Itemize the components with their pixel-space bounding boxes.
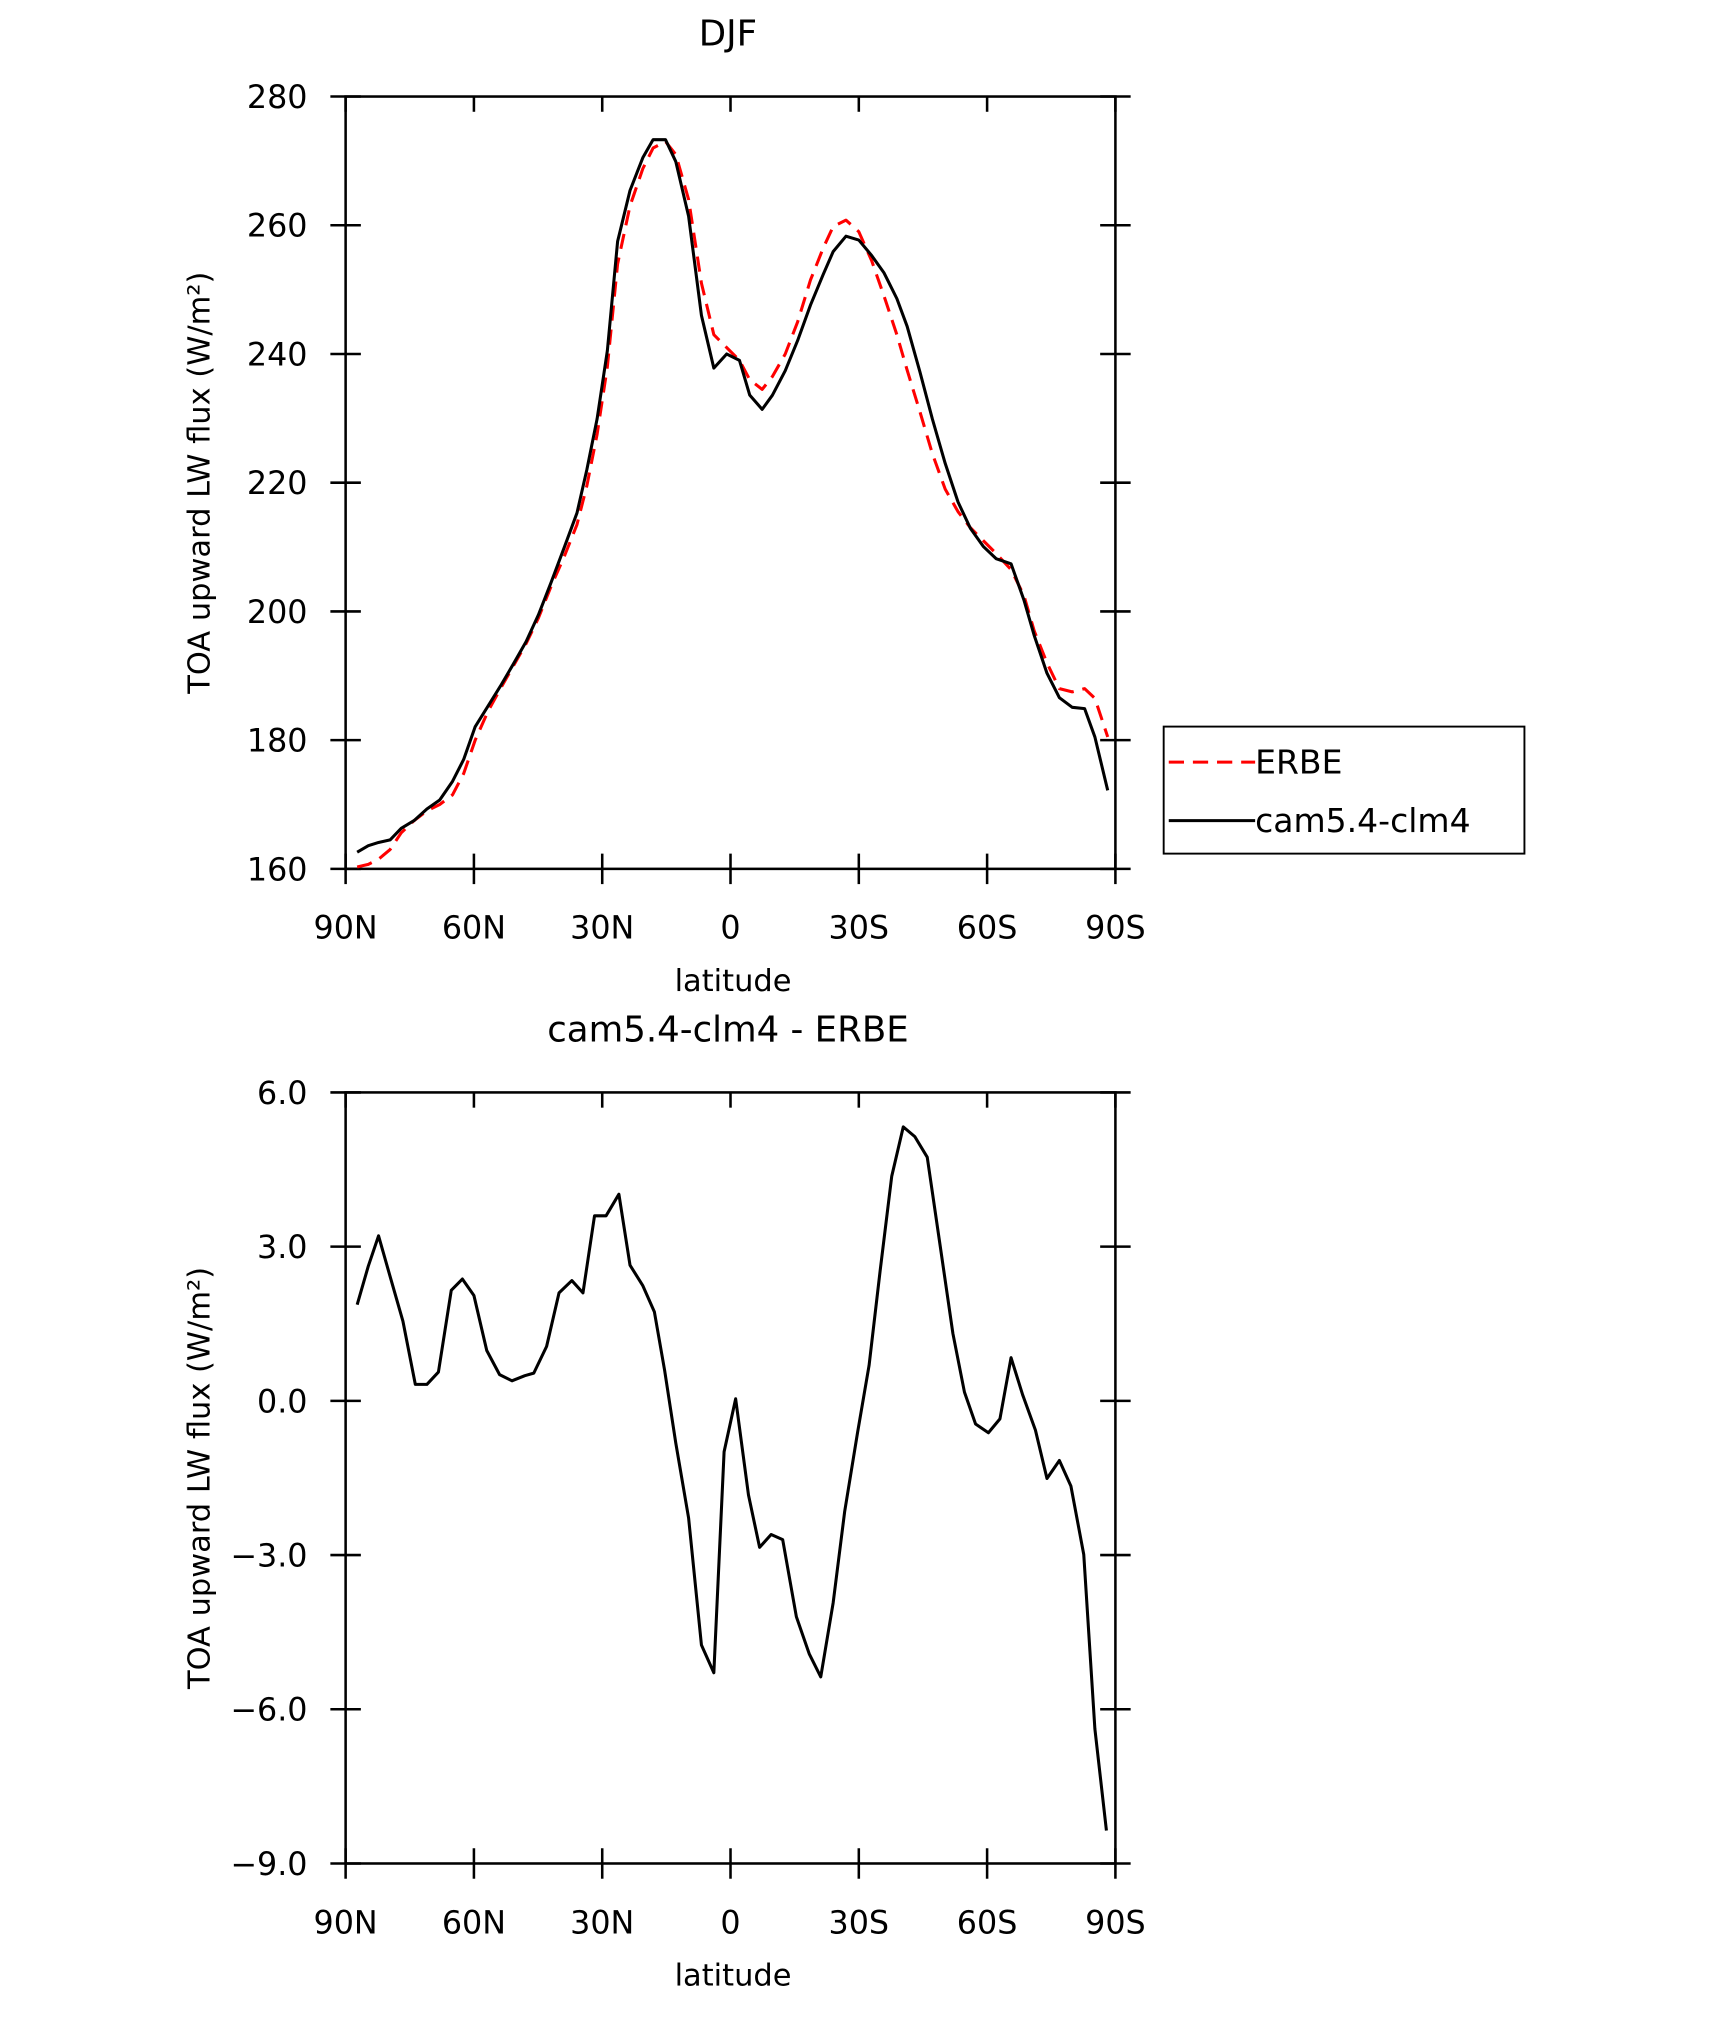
- x-tick-label: 0: [720, 911, 740, 947]
- x-tick-label: 90N: [314, 1905, 378, 1941]
- y-tick-label: 240: [247, 337, 308, 373]
- x-tick-label: 60N: [442, 1905, 506, 1941]
- x-tick-label: 30S: [829, 911, 890, 947]
- x-tick-label: 60S: [957, 911, 1018, 947]
- y-tick-label: 6.0: [257, 1076, 308, 1112]
- y-tick-label: 220: [247, 466, 308, 502]
- legend-box: [1162, 725, 1526, 855]
- legend-label: ERBE: [1255, 743, 1342, 782]
- x-tick-label: 60S: [957, 1905, 1018, 1941]
- data-line: [356, 138, 1110, 854]
- y-tick-label: 0.0: [257, 1384, 308, 1420]
- x-tick-label: 0: [720, 1905, 740, 1941]
- x-tick-label: 90S: [1085, 1905, 1146, 1941]
- plot-frame: [344, 1091, 1117, 1865]
- x-tick-label: 30N: [570, 1905, 634, 1941]
- chart-title: cam5.4-clm4 - ERBE: [547, 1010, 908, 1051]
- y-tick-label: −9.0: [230, 1847, 307, 1883]
- x-tick-label: 60N: [442, 911, 506, 947]
- data-line: [356, 140, 1110, 869]
- x-axis-label: latitude: [675, 964, 792, 999]
- y-tick-label: 200: [247, 595, 308, 631]
- y-tick-label: 180: [247, 724, 308, 760]
- x-axis-label: latitude: [675, 1958, 792, 1993]
- legend-label: cam5.4-clm4: [1255, 801, 1470, 840]
- x-tick-label: 90S: [1085, 911, 1146, 947]
- x-tick-label: 90N: [314, 911, 378, 947]
- y-tick-label: 3.0: [257, 1230, 308, 1266]
- chart-title: DJF: [699, 14, 757, 55]
- x-tick-label: 30N: [570, 911, 634, 947]
- y-tick-label: 160: [247, 852, 308, 888]
- plot-frame: [344, 95, 1117, 871]
- y-tick-label: 260: [247, 209, 308, 245]
- data-line: [355, 1125, 1108, 1831]
- y-axis-label: TOA upward LW flux (W/m²): [183, 272, 218, 695]
- y-axis-label: TOA upward LW flux (W/m²): [183, 1267, 218, 1690]
- y-tick-label: −6.0: [230, 1693, 307, 1729]
- y-tick-label: 280: [247, 80, 308, 116]
- x-tick-label: 30S: [829, 1905, 890, 1941]
- y-tick-label: −3.0: [230, 1538, 307, 1574]
